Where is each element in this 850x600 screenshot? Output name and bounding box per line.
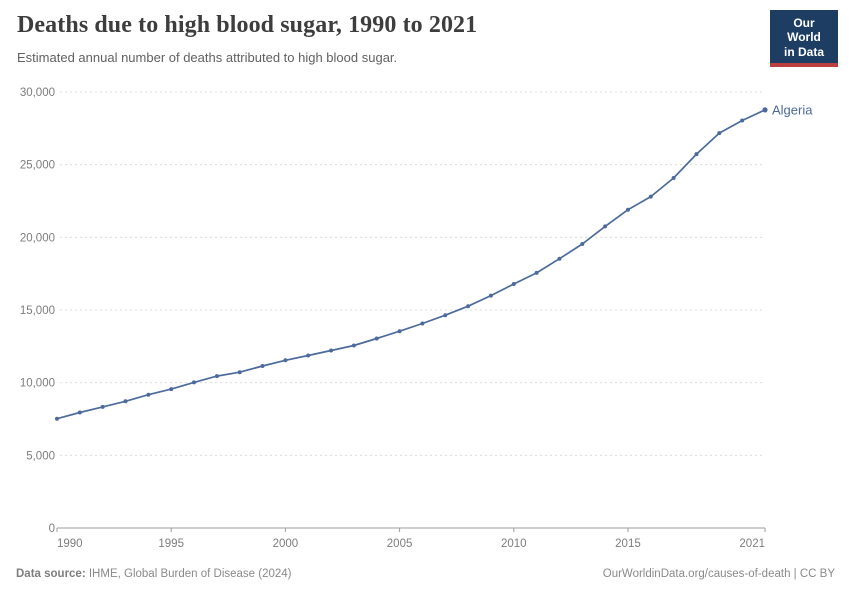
data-point	[169, 387, 174, 392]
x-tick-label: 2010	[501, 538, 527, 550]
y-tick-label: 10,000	[20, 378, 55, 390]
chart-subtitle: Estimated annual number of deaths attrib…	[17, 50, 398, 65]
data-point	[283, 358, 288, 363]
data-point	[671, 176, 676, 180]
data-point	[77, 410, 82, 415]
data-point	[306, 353, 311, 358]
data-point	[603, 224, 608, 229]
data-point	[580, 242, 585, 246]
owid-logo-line1: Our World	[787, 16, 821, 45]
data-point	[192, 380, 196, 385]
data-point	[488, 293, 493, 298]
data-source-value: IHME, Global Burden of Disease (2024)	[85, 568, 292, 580]
y-tick-label: 5,000	[26, 450, 55, 462]
data-point	[397, 329, 402, 334]
data-point	[557, 256, 562, 261]
y-tick-label: 20,000	[20, 232, 55, 244]
data-source-note: Data source: IHME, Global Burden of Dise…	[16, 568, 292, 580]
data-point	[237, 370, 242, 375]
owid-logo-line2: in Data	[783, 44, 824, 59]
data-point	[648, 194, 653, 199]
data-point	[534, 270, 539, 275]
data-point	[717, 131, 722, 136]
data-point-end	[762, 107, 768, 113]
data-point	[740, 118, 745, 123]
data-point	[511, 282, 516, 286]
data-point	[443, 313, 448, 318]
data-point	[123, 399, 128, 404]
credit-link[interactable]: OurWorldinData.org/causes-of-death | CC …	[602, 568, 835, 580]
data-point	[626, 207, 630, 212]
owid-logo: Our World in Data	[770, 10, 838, 68]
y-tick-label: 30,000	[20, 87, 55, 99]
line-chart-svg: 0 5,000 10,000 15,000 20,000 25,000 30,000 1990…	[20, 87, 813, 550]
x-tick-label: 1995	[158, 538, 184, 550]
data-point	[351, 343, 356, 348]
data-point	[694, 152, 699, 157]
y-tick-label: 25,000	[20, 160, 55, 172]
data-point	[214, 374, 219, 379]
y-tick-label: 0	[49, 523, 55, 535]
data-point	[466, 304, 471, 309]
x-tick-label: 2015	[615, 538, 641, 550]
data-point	[329, 348, 334, 353]
x-tick-label: 1990	[57, 538, 83, 550]
data-point	[55, 416, 59, 421]
data-point	[420, 321, 425, 326]
line-chart-canvas: 0 5,000 10,000 15,000 20,000 25,000 30,000 1990…	[0, 80, 850, 560]
x-tick-label: 2000	[273, 538, 299, 550]
series-line	[56, 109, 766, 420]
x-tick-label: 2005	[387, 538, 413, 550]
data-source-label: Data source:	[16, 568, 86, 580]
data-point	[260, 364, 265, 368]
y-tick-label: 15,000	[20, 305, 55, 317]
chart-footer: Data source: IHME, Global Burden of Dise…	[0, 564, 850, 590]
chart-title: Deaths due to high blood sugar, 1990 to …	[17, 12, 478, 38]
series-end-label: Algeria	[772, 102, 813, 117]
x-tick-label: 2021	[739, 538, 765, 550]
data-point	[100, 404, 105, 409]
data-point	[374, 336, 379, 341]
data-point	[146, 392, 151, 397]
